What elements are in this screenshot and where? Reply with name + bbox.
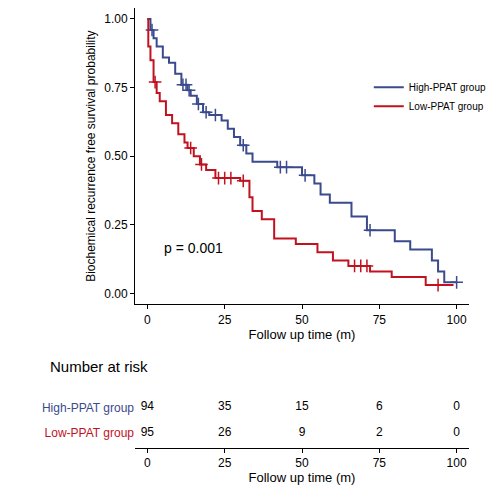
svg-text:15: 15 — [295, 399, 309, 413]
svg-text:0: 0 — [453, 399, 460, 413]
svg-text:p = 0.001: p = 0.001 — [164, 240, 223, 256]
svg-text:Low-PPAT group: Low-PPAT group — [409, 101, 484, 112]
svg-text:Biochemical recurrence free su: Biochemical recurrence free survival pro… — [84, 30, 98, 281]
svg-text:Follow up time (m): Follow up time (m) — [249, 470, 356, 485]
svg-text:0: 0 — [144, 313, 151, 327]
svg-text:2: 2 — [376, 425, 383, 439]
svg-text:Number at risk: Number at risk — [50, 358, 148, 375]
svg-text:94: 94 — [141, 399, 155, 413]
svg-text:9: 9 — [299, 425, 306, 439]
svg-text:50: 50 — [295, 313, 309, 327]
svg-text:Follow up time (m): Follow up time (m) — [249, 327, 356, 342]
svg-text:1.00: 1.00 — [104, 12, 128, 26]
svg-text:100: 100 — [447, 456, 467, 470]
svg-text:Low-PPAT group: Low-PPAT group — [45, 426, 135, 440]
svg-text:25: 25 — [218, 456, 232, 470]
svg-text:High-PPAT group: High-PPAT group — [42, 401, 134, 415]
svg-text:25: 25 — [218, 313, 232, 327]
svg-text:0: 0 — [144, 456, 151, 470]
svg-text:26: 26 — [218, 425, 232, 439]
svg-text:35: 35 — [218, 399, 232, 413]
svg-text:95: 95 — [141, 425, 155, 439]
svg-text:High-PPAT group: High-PPAT group — [409, 82, 486, 93]
svg-text:0.50: 0.50 — [104, 149, 128, 163]
svg-text:0.75: 0.75 — [104, 81, 128, 95]
svg-text:0.00: 0.00 — [104, 287, 128, 301]
svg-text:0.25: 0.25 — [104, 218, 128, 232]
svg-text:75: 75 — [373, 456, 387, 470]
svg-text:0: 0 — [453, 425, 460, 439]
svg-text:6: 6 — [376, 399, 383, 413]
svg-text:50: 50 — [295, 456, 309, 470]
svg-text:75: 75 — [373, 313, 387, 327]
svg-text:100: 100 — [447, 313, 467, 327]
